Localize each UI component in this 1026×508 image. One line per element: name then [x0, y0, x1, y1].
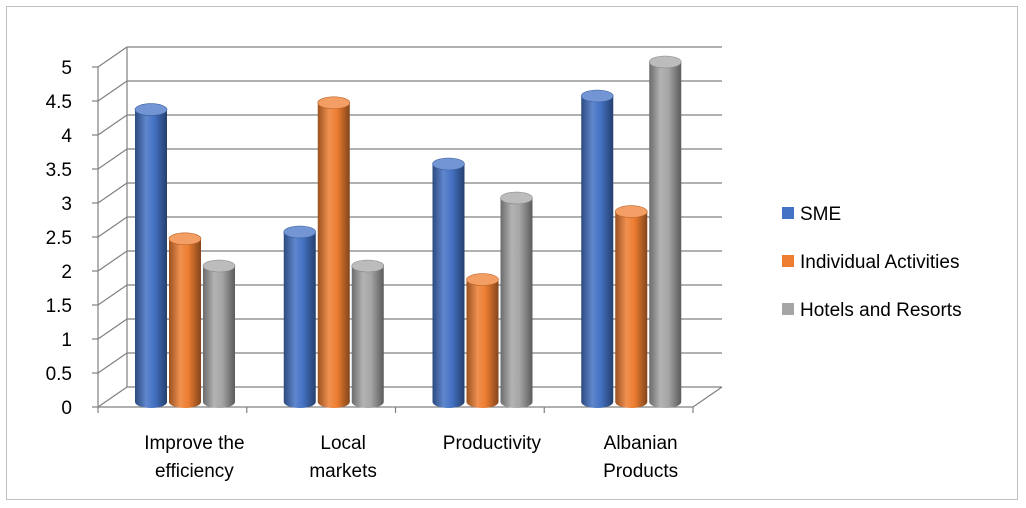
bar-sme: [580, 89, 614, 408]
floor-edge: [692, 386, 723, 408]
x-tick-label: Productivity: [443, 433, 542, 454]
y-tick-label: 1: [61, 330, 72, 351]
legend-swatch: [782, 303, 794, 315]
bar-hotels-and-resorts: [351, 259, 385, 408]
x-tick-label: Local markets: [309, 433, 377, 482]
gridline-diag: [97, 386, 128, 408]
x-tick-labels: Improve the efficiency Local markets Product…: [144, 433, 678, 482]
bar-hotels-and-resorts: [648, 55, 682, 408]
y-tick-label: 2: [61, 262, 72, 283]
y-tick-label: 4: [61, 126, 72, 147]
bar-individual-activities: [317, 96, 351, 409]
x-tick-label: Albanian Products: [603, 433, 678, 482]
gridline-diag: [97, 318, 128, 340]
gridline-diag: [97, 148, 128, 170]
bar-individual-activities: [168, 232, 202, 408]
legend-item: Hotels and Resorts: [782, 300, 962, 321]
bar-hotels-and-resorts: [202, 259, 236, 408]
legend: SME Individual Activities Hotels and Resor…: [782, 204, 962, 321]
y-tick-label: 0.5: [46, 364, 72, 385]
gridline-diag: [97, 114, 128, 136]
y-tick-label: 0: [61, 398, 72, 419]
gridline-diag: [97, 80, 128, 102]
x-tick-label: Improve the efficiency: [144, 433, 244, 482]
y-tick-label: 3: [61, 194, 72, 215]
y-tick-label: 3.5: [46, 160, 72, 181]
legend-label: Individual Activities: [800, 252, 959, 273]
gridline-diag: [97, 182, 128, 204]
bar-individual-activities: [614, 205, 648, 408]
y-tick-label: 4.5: [46, 92, 72, 113]
y-tick-label: 2.5: [46, 228, 72, 249]
legend-item: SME: [782, 204, 841, 225]
legend-swatch: [782, 255, 794, 267]
bars: [134, 55, 682, 409]
gridline-diag: [97, 352, 128, 374]
gridline-diag: [97, 284, 128, 306]
gridline-diag: [97, 46, 128, 68]
legend-label: SME: [800, 204, 841, 225]
bar-sme: [283, 225, 317, 408]
bar-hotels-and-resorts: [500, 191, 533, 408]
y-tick-label: 1.5: [46, 296, 72, 317]
bar-individual-activities: [466, 273, 499, 408]
bar-sme: [134, 103, 168, 408]
gridline-diag: [97, 250, 128, 272]
bar-sme: [432, 157, 465, 408]
legend-item: Individual Activities: [782, 252, 959, 273]
legend-swatch: [782, 207, 794, 219]
legend-label: Hotels and Resorts: [800, 300, 962, 321]
gridline-diag: [97, 216, 128, 238]
y-tick-labels: 0 0.5 1 1.5 2 2.5 3 3.5 4 4.5 5: [46, 58, 73, 419]
y-tick-label: 5: [61, 58, 72, 79]
